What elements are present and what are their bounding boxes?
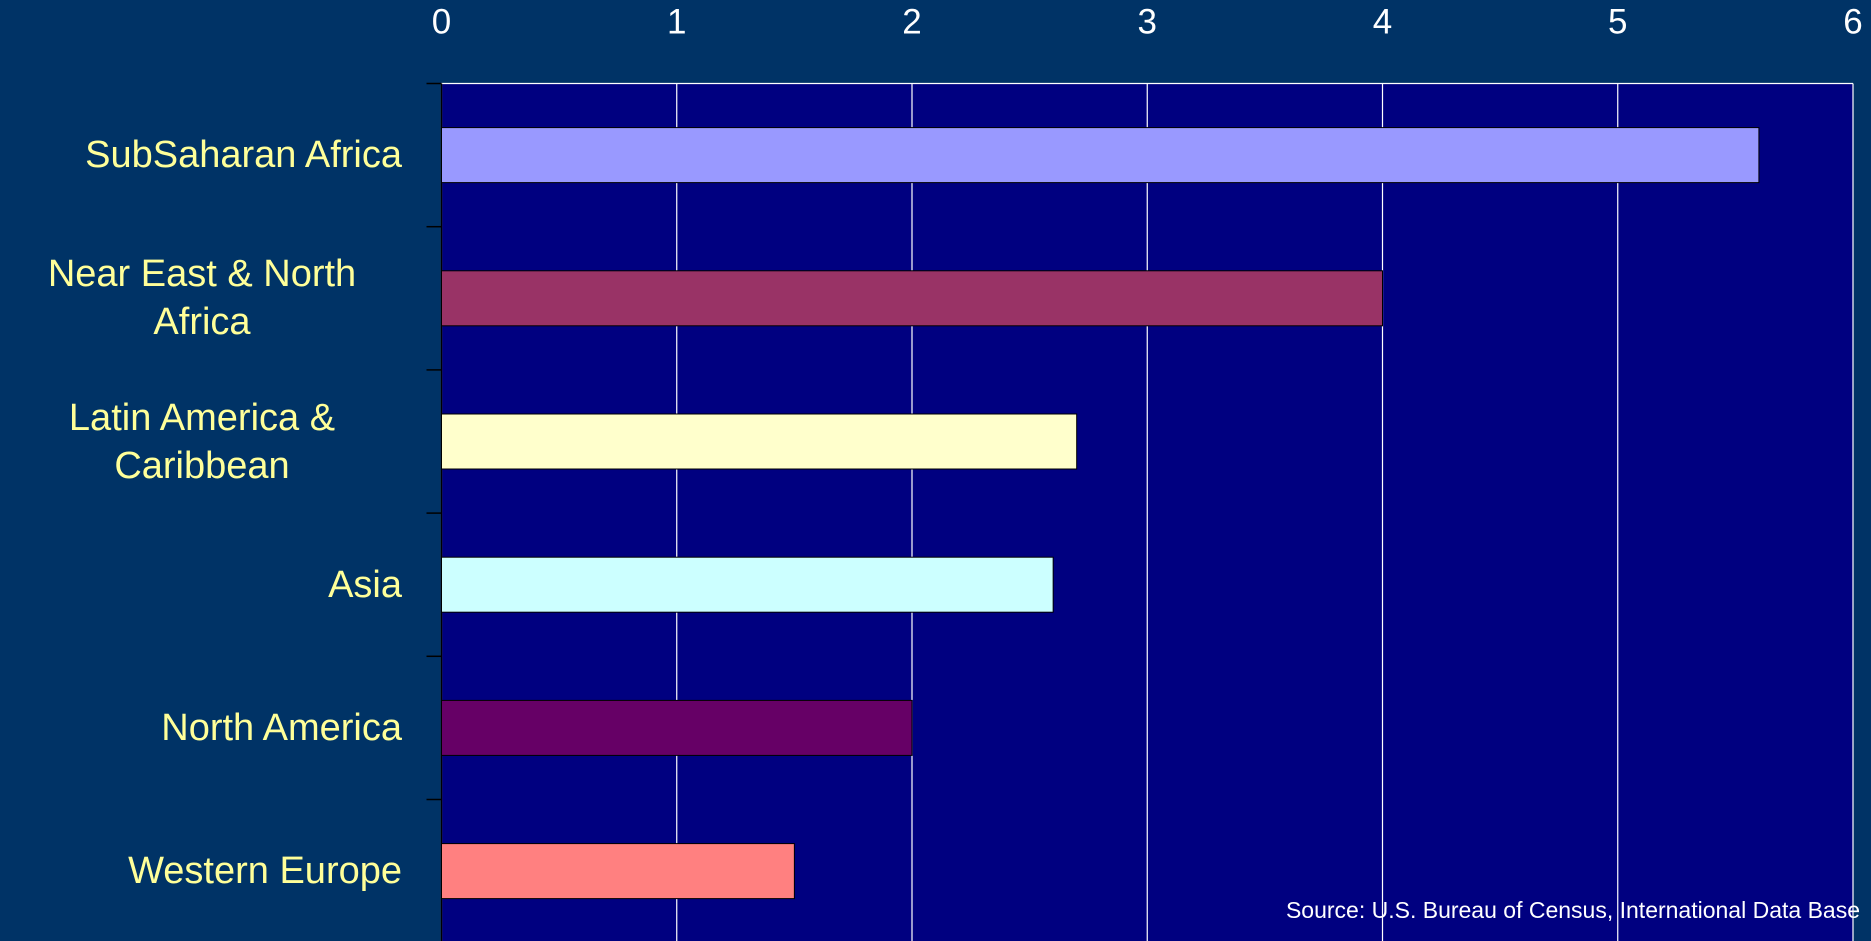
x-tick-label: 3 [1138, 2, 1157, 41]
y-tick-label-box: Latin America & Caribbean [2, 394, 402, 490]
y-tick-label-box: North America [161, 704, 402, 752]
y-tick-label-box: Near East & North Africa [2, 250, 402, 346]
x-tick-label: 0 [432, 2, 451, 41]
y-tick-label: North America [161, 706, 402, 749]
source-note: Source: U.S. Bureau of Census, Internati… [1286, 897, 1860, 923]
x-tick-label: 2 [902, 2, 921, 41]
bar [441, 699, 913, 756]
y-tick-label-box: Asia [328, 561, 402, 609]
bar [441, 556, 1054, 613]
bar [441, 127, 1760, 184]
y-tick-label: SubSaharan Africa [85, 134, 402, 177]
bar [441, 413, 1078, 470]
y-tick-label: Asia [328, 563, 402, 606]
y-tick-label: Latin America & Caribbean [68, 396, 336, 487]
x-tick-label: 5 [1608, 2, 1627, 41]
y-tick-label: Western Europe [128, 850, 402, 893]
bar [441, 270, 1383, 327]
y-tick-label-box: SubSaharan Africa [85, 131, 402, 179]
x-tick-label: 4 [1373, 2, 1392, 41]
y-tick-label-box: Western Europe [128, 847, 402, 895]
bar [441, 843, 795, 900]
y-tick-label: Near East & North Africa [47, 253, 357, 344]
x-tick-label: 1 [667, 2, 686, 41]
x-tick-label: 6 [1843, 2, 1862, 41]
